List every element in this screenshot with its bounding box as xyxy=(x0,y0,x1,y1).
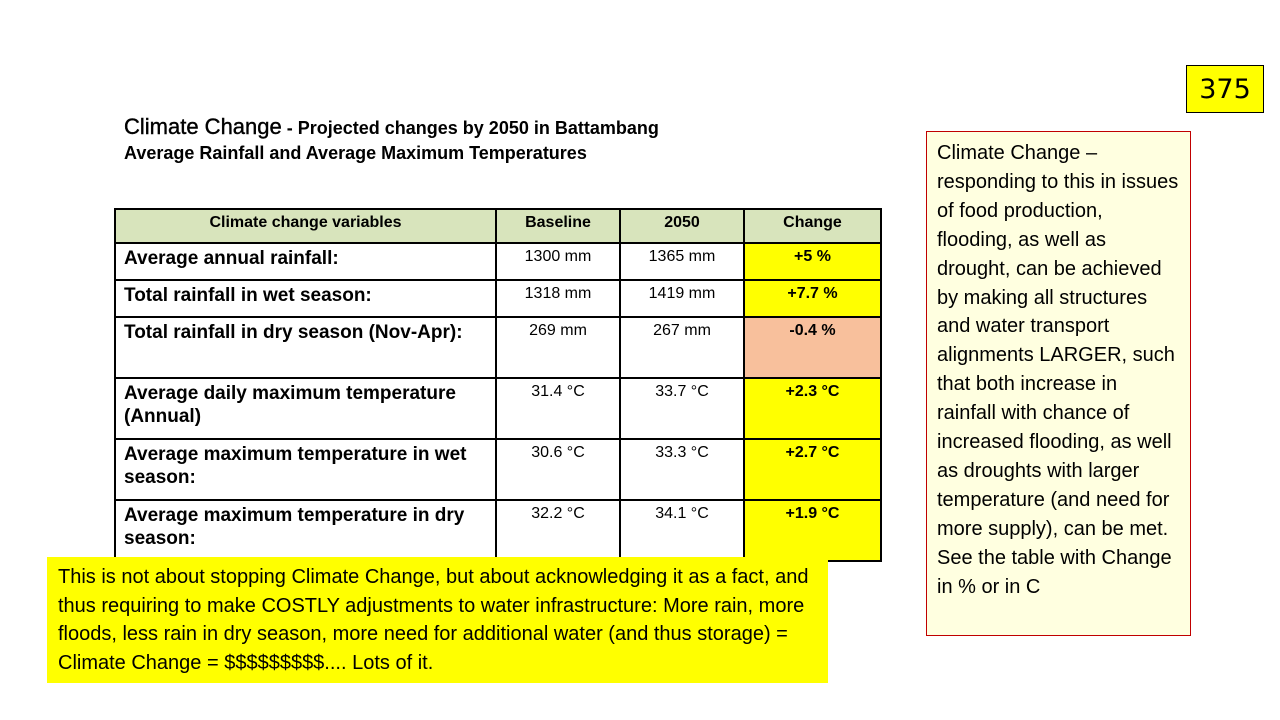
baseline-cell: 32.2 °C xyxy=(495,499,621,562)
projection-cell: 34.1 °C xyxy=(619,499,745,562)
baseline-cell: 30.6 °C xyxy=(495,438,621,501)
change-cell: +2.7 °C xyxy=(743,438,882,501)
table-row: Average maximum temperature in wet seaso… xyxy=(114,438,882,501)
title-line-2: Average Rainfall and Average Maximum Tem… xyxy=(124,143,587,163)
variable-cell: Average maximum temperature in dry seaso… xyxy=(114,499,497,562)
baseline-cell: 269 mm xyxy=(495,316,621,379)
title-main: Climate Change xyxy=(124,114,282,139)
table-row: Average maximum temperature in dry seaso… xyxy=(114,499,882,562)
variable-cell: Total rainfall in dry season (Nov-Apr): xyxy=(114,316,497,379)
variable-cell: Average daily maximum temperature (Annua… xyxy=(114,377,497,440)
side-note: Climate Change – responding to this in i… xyxy=(926,131,1191,636)
projection-cell: 1419 mm xyxy=(619,279,745,318)
title-subtitle: - Projected changes by 2050 in Battamban… xyxy=(281,118,659,138)
change-cell: +1.9 °C xyxy=(743,499,882,562)
baseline-cell: 1318 mm xyxy=(495,279,621,318)
variable-cell: Average maximum temperature in wet seaso… xyxy=(114,438,497,501)
change-cell: +5 % xyxy=(743,242,882,281)
projection-cell: 267 mm xyxy=(619,316,745,379)
header-baseline: Baseline xyxy=(495,208,621,244)
bottom-note: This is not about stopping Climate Chang… xyxy=(47,557,828,683)
table-title: Climate Change - Projected changes by 20… xyxy=(124,114,844,164)
table-row: Total rainfall in dry season (Nov-Apr): … xyxy=(114,316,882,379)
header-variables: Climate change variables xyxy=(114,208,497,244)
slide-number: 375 xyxy=(1186,65,1264,113)
baseline-cell: 1300 mm xyxy=(495,242,621,281)
change-cell: +7.7 % xyxy=(743,279,882,318)
projection-cell: 1365 mm xyxy=(619,242,745,281)
table-row: Average annual rainfall: 1300 mm 1365 mm… xyxy=(114,242,882,281)
change-cell: +2.3 °C xyxy=(743,377,882,440)
table-row: Average daily maximum temperature (Annua… xyxy=(114,377,882,440)
change-cell: -0.4 % xyxy=(743,316,882,379)
variable-cell: Total rainfall in wet season: xyxy=(114,279,497,318)
projection-cell: 33.7 °C xyxy=(619,377,745,440)
title-line-1: Climate Change - Projected changes by 20… xyxy=(124,114,844,140)
baseline-cell: 31.4 °C xyxy=(495,377,621,440)
table-header-row: Climate change variables Baseline 2050 C… xyxy=(114,208,882,244)
projection-cell: 33.3 °C xyxy=(619,438,745,501)
climate-table: Climate change variables Baseline 2050 C… xyxy=(114,208,882,562)
header-2050: 2050 xyxy=(619,208,745,244)
header-change: Change xyxy=(743,208,882,244)
variable-cell: Average annual rainfall: xyxy=(114,242,497,281)
table-row: Total rainfall in wet season: 1318 mm 14… xyxy=(114,279,882,318)
